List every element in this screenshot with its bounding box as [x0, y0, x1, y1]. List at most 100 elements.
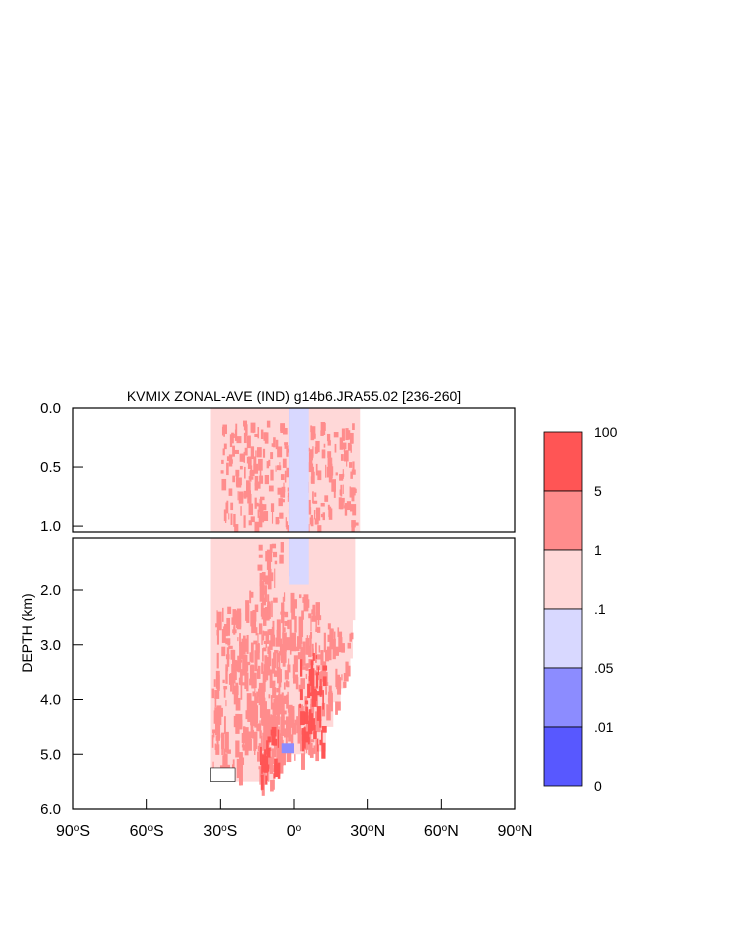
- region-cell: [313, 745, 316, 754]
- region-cell: [246, 480, 250, 492]
- region-cell: [308, 447, 310, 452]
- region-cell: [259, 499, 263, 508]
- region-cell: [262, 630, 265, 641]
- region-cell: [304, 726, 306, 747]
- region-cell: [236, 436, 242, 444]
- region-cell: [305, 731, 310, 743]
- region-cell: [267, 594, 270, 613]
- region-cell: [345, 428, 349, 441]
- region-cell: [333, 432, 339, 438]
- region-cell: [242, 746, 247, 751]
- region-cell: [327, 457, 332, 466]
- region-cell: [223, 443, 227, 450]
- region-cell: [315, 672, 319, 688]
- colorbar-label: .01: [594, 719, 614, 735]
- region-cell: [268, 766, 270, 782]
- region-cell: [257, 633, 259, 649]
- region-cell: [294, 646, 300, 652]
- region-cell: [260, 514, 264, 520]
- region-cell: [222, 607, 224, 622]
- region-cell: [233, 433, 235, 438]
- region-cell: [326, 704, 331, 721]
- region-cell: [311, 466, 314, 477]
- region-cell: [271, 572, 274, 582]
- region-cell: [263, 640, 268, 645]
- region-cell: [259, 580, 265, 602]
- region-cell: [266, 632, 270, 644]
- region-cell: [284, 620, 290, 626]
- region-cell: [254, 521, 260, 532]
- region-cell: [347, 430, 351, 440]
- region-cell: [322, 665, 328, 671]
- region-cell: [304, 712, 309, 725]
- region-cell: [259, 767, 261, 785]
- region-cell: [315, 642, 317, 663]
- region-cell: [253, 672, 257, 689]
- region-cell: [316, 654, 322, 660]
- region-cell: [317, 738, 319, 752]
- region-cell: [223, 626, 228, 637]
- region-cell: [294, 616, 297, 633]
- region-cell: [258, 682, 264, 703]
- region-cell: [289, 538, 309, 585]
- region-cell: [235, 740, 240, 758]
- region-cell: [327, 451, 332, 458]
- region-cell: [226, 456, 232, 462]
- region-cell: [262, 648, 264, 662]
- region-cell: [261, 634, 263, 645]
- region-cell: [353, 522, 359, 526]
- region-cell: [280, 488, 286, 498]
- y-tick-label: 6.0: [40, 801, 61, 818]
- region-cell: [323, 632, 326, 653]
- region-cell: [234, 429, 237, 441]
- region-cell: [317, 666, 319, 676]
- region-cell: [349, 462, 353, 468]
- region-cell: [261, 504, 267, 511]
- region-cell: [308, 452, 313, 466]
- region-cell: [268, 485, 274, 492]
- region-cell: [270, 729, 273, 736]
- region-cell: [312, 604, 316, 617]
- region-cell: [277, 465, 279, 469]
- region-cell: [264, 432, 269, 444]
- colorbar-label: .1: [594, 601, 606, 617]
- lower-region-8: [289, 538, 309, 585]
- region-cell: [271, 680, 276, 687]
- region-cell: [264, 575, 269, 585]
- region-cell: [237, 491, 239, 501]
- region-cell: [270, 452, 274, 460]
- region-cell: [301, 656, 306, 666]
- region-cell: [276, 705, 280, 725]
- region-cell: [257, 745, 260, 752]
- region-cell: [311, 668, 315, 688]
- region-cell: [314, 492, 317, 497]
- region-cell: [260, 774, 264, 790]
- region-cell: [263, 731, 267, 752]
- region-cell: [223, 748, 226, 760]
- region-cell: [250, 721, 254, 739]
- region-cell: [230, 502, 234, 511]
- region-cell: [243, 432, 247, 444]
- region-cell: [320, 513, 324, 518]
- region-cell: [279, 462, 281, 471]
- region-cell: [250, 642, 254, 663]
- region-cell: [286, 467, 290, 478]
- region-cell: [349, 432, 354, 444]
- region-cell: [310, 428, 314, 441]
- y-axis-label: DEPTH (km): [19, 593, 35, 672]
- region-cell: [321, 661, 327, 682]
- region-cell: [214, 707, 219, 717]
- region-cell: [272, 779, 275, 790]
- region-cell: [335, 701, 338, 715]
- region-cell: [261, 572, 266, 580]
- region-cell: [281, 743, 294, 754]
- region-cell: [215, 623, 218, 628]
- region-cell: [312, 491, 314, 504]
- region-cell: [221, 478, 227, 491]
- region-cell: [225, 502, 227, 514]
- region-cell: [244, 668, 247, 690]
- region-cell: [298, 704, 303, 717]
- region-cell: [314, 724, 316, 734]
- region-cell: [223, 754, 228, 772]
- region-cell: [233, 693, 237, 705]
